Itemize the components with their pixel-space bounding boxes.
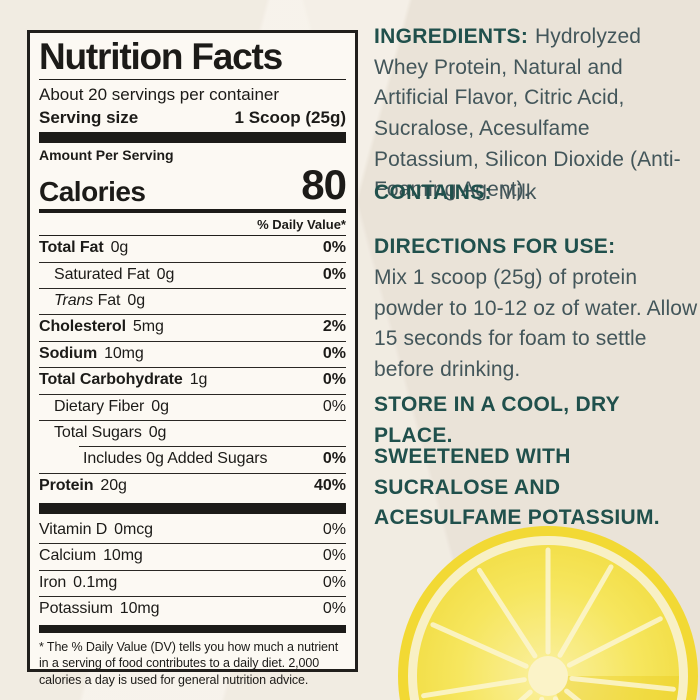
serving-size-label: Serving size	[39, 108, 139, 128]
amount-per-serving-label: Amount Per Serving	[39, 147, 174, 164]
lemon-slice-icon	[398, 526, 698, 700]
daily-value-header: % Daily Value*	[39, 214, 346, 237]
nutrient-row-sodium: Sodium 10mg 0%	[39, 340, 346, 367]
nutrition-facts-title: Nutrition Facts	[39, 36, 283, 77]
divider	[39, 79, 346, 81]
nutrient-row-saturated-fat: Saturated Fat 0g 0%	[39, 261, 346, 288]
divider-thick	[39, 624, 346, 633]
contains-paragraph: CONTAINS: Milk	[374, 178, 698, 209]
divider-thick	[39, 503, 346, 515]
directions-text: Mix 1 scoop (25g) of protein powder to 1…	[374, 266, 698, 381]
nutrient-row-protein: Protein 20g 40%	[39, 472, 346, 499]
ingredients-text: Hydrolyzed Whey Protein, Natural and Art…	[374, 25, 681, 202]
vitamin-rows: Vitamin D 0mcg 0% Calcium 10mg 0% Iron 0.1m…	[39, 518, 346, 623]
nutrient-rows: Total Fat 0g 0% Saturated Fat 0g 0% Trans …	[39, 236, 346, 499]
vitamin-row-calcium: Calcium 10mg 0%	[39, 543, 346, 569]
daily-value-footnote: * The % Daily Value (DV) tells you how m…	[39, 639, 339, 687]
storage-instruction: STORE IN A COOL, DRY PLACE.	[374, 393, 620, 447]
sweetener-note: SWEETENED WITH SUCRALOSE AND ACESULFAME …	[374, 445, 660, 530]
ingredients-label: INGREDIENTS:	[374, 25, 529, 48]
divider-medium	[39, 209, 346, 214]
calories-row: Calories 80	[39, 161, 347, 209]
vitamin-row-potassium: Potassium 10mg 0%	[39, 596, 346, 622]
nutrition-facts-panel: Nutrition Facts About 20 servings per co…	[27, 30, 358, 687]
servings-per-container: About 20 servings per container	[39, 85, 280, 105]
calories-label: Calories	[39, 175, 146, 207]
serving-size-row: Serving size 1 Scoop (25g)	[39, 107, 346, 128]
contains-text: Milk	[498, 181, 537, 204]
contains-label: CONTAINS:	[374, 181, 492, 204]
directions-heading: DIRECTIONS FOR USE:	[374, 235, 616, 258]
vitamin-row-iron: Iron 0.1mg 0%	[39, 569, 346, 596]
nutrient-row-total-carbohydrate: Total Carbohydrate 1g 0%	[39, 367, 346, 393]
divider-thick	[39, 132, 346, 144]
nutrient-row-dietary-fiber: Dietary Fiber 0g 0%	[39, 393, 346, 420]
nutrient-row-total-fat: Total Fat 0g 0%	[39, 239, 346, 257]
calories-value: 80	[301, 161, 347, 209]
nutrient-row-total-sugars: Total Sugars 0g	[39, 419, 346, 446]
nutrient-row-trans-fat: Trans Fat 0g	[39, 287, 346, 314]
nutrient-row-added-sugars: Includes 0g Added Sugars 0%	[79, 446, 346, 472]
nutrient-row-cholesterol: Cholesterol 5mg 2%	[39, 314, 346, 340]
ingredients-paragraph: INGREDIENTS: Hydrolyzed Whey Protein, Nat…	[374, 22, 698, 206]
serving-size-value: 1 Scoop (25g)	[234, 108, 346, 128]
vitamin-row-vitamin-d: Vitamin D 0mcg 0%	[39, 521, 346, 539]
